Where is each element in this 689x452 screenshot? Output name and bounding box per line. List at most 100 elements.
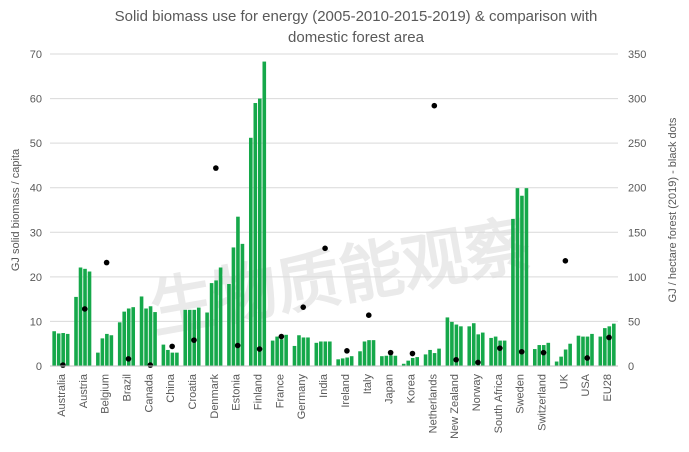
bar xyxy=(209,283,214,366)
bar xyxy=(437,348,441,366)
bar xyxy=(74,296,78,366)
bar xyxy=(380,356,384,366)
bar xyxy=(393,355,398,366)
bar xyxy=(227,283,231,366)
y-tick-label: 0 xyxy=(36,361,42,373)
bar xyxy=(236,216,240,366)
bar xyxy=(524,188,529,366)
y-tick-label: 20 xyxy=(30,272,42,284)
forest-dot xyxy=(169,343,175,350)
x-tick-label: UK xyxy=(558,373,570,389)
bar xyxy=(279,339,284,366)
x-tick-label: Switzerland xyxy=(537,374,549,431)
x-tick-label: South Africa xyxy=(493,373,505,433)
bar xyxy=(559,356,563,366)
bar xyxy=(83,268,87,366)
bar xyxy=(415,357,420,366)
x-tick-label: Estonia xyxy=(231,373,243,411)
bar xyxy=(56,333,61,366)
forest-dot xyxy=(234,342,241,349)
bar xyxy=(214,280,218,366)
bar xyxy=(467,326,472,366)
x-tick-label: Croatia xyxy=(187,373,199,409)
forest-dot xyxy=(409,350,416,357)
bar xyxy=(262,61,267,366)
bar xyxy=(445,317,450,366)
bar xyxy=(297,335,301,366)
bar xyxy=(52,331,56,366)
bar xyxy=(240,243,245,366)
forest-dot xyxy=(213,165,219,171)
bar xyxy=(61,333,65,366)
y2-tick-label: 50 xyxy=(628,316,640,328)
x-tick-label: Denmark xyxy=(209,374,221,419)
bar xyxy=(253,103,258,366)
forest-dot xyxy=(562,258,569,264)
bar xyxy=(257,98,262,366)
x-tick-label: New Zealand xyxy=(449,374,461,439)
bar xyxy=(450,321,454,366)
forest-dot xyxy=(540,349,547,356)
gridlines xyxy=(50,53,618,322)
bar xyxy=(65,333,70,366)
bar xyxy=(520,195,524,366)
bar xyxy=(563,349,568,366)
bar xyxy=(515,188,520,366)
bar xyxy=(598,336,603,366)
forest-dot xyxy=(497,345,503,351)
x-tick-label: Canada xyxy=(143,373,155,412)
bar xyxy=(78,267,83,366)
bar xyxy=(493,336,498,366)
forest-dot xyxy=(60,362,66,368)
bar xyxy=(301,337,306,366)
bar xyxy=(336,359,340,366)
left-y-tick-labels: 0 10 20 30 40 50 60 70 xyxy=(30,49,42,373)
bar xyxy=(384,355,389,366)
bar xyxy=(126,308,131,366)
forest-dots xyxy=(60,102,612,368)
y2-tick-label: 100 xyxy=(628,272,646,284)
forest-dot xyxy=(431,102,438,109)
bar xyxy=(358,351,362,366)
bar xyxy=(148,306,153,366)
bar xyxy=(183,309,188,366)
y-tick-label: 60 xyxy=(30,94,42,106)
bar xyxy=(585,336,590,366)
x-tick-label: India xyxy=(318,373,330,398)
x-tick-label: USA xyxy=(580,373,592,396)
bar xyxy=(117,322,122,366)
x-tick-label: Austria xyxy=(78,373,90,408)
bar xyxy=(410,357,415,366)
x-tick-label: Sweden xyxy=(515,374,527,414)
y2-tick-label: 200 xyxy=(628,183,646,195)
forest-dot xyxy=(584,355,591,361)
bar xyxy=(612,323,616,366)
bar xyxy=(432,353,437,366)
y2-tick-label: 350 xyxy=(628,49,646,61)
x-tick-label: Germany xyxy=(296,374,308,420)
bar xyxy=(314,342,319,366)
bar xyxy=(205,312,209,366)
watermark-text: 生物质能观察 xyxy=(145,208,536,348)
bar xyxy=(248,137,253,366)
bar xyxy=(105,333,109,366)
bar xyxy=(541,345,546,366)
forest-dot xyxy=(387,349,394,356)
y-tick-label: 70 xyxy=(30,49,42,61)
bar xyxy=(537,345,542,366)
bar xyxy=(428,349,432,366)
bar xyxy=(96,352,100,366)
bar xyxy=(489,337,493,366)
bar xyxy=(175,352,179,366)
bar xyxy=(480,332,485,366)
bar xyxy=(568,343,572,366)
y-tick-label: 50 xyxy=(30,138,42,150)
y-axis-title: GJ solid biomass / capita xyxy=(10,148,22,271)
forest-dot xyxy=(300,304,307,310)
bar xyxy=(603,328,607,366)
bar xyxy=(275,336,279,366)
x-tick-label: Korea xyxy=(405,373,417,403)
bar xyxy=(196,307,201,366)
bar xyxy=(590,333,594,366)
